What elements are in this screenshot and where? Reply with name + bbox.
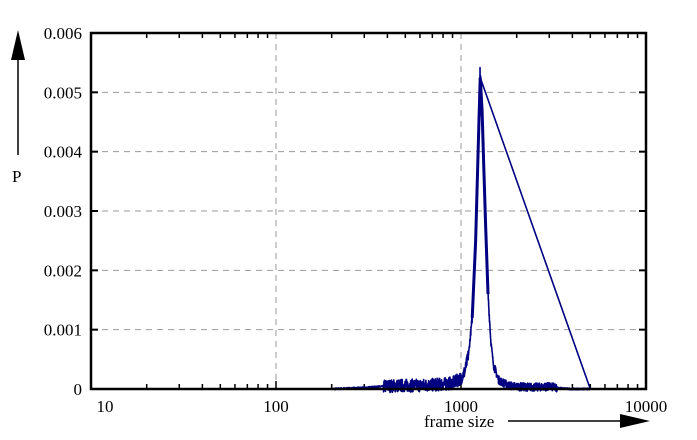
x-tick-labels: 10 100 1000 10000 [97,397,668,416]
plot-frame [89,31,648,391]
y-tick-label: 0.005 [44,83,82,102]
x-axis-arrow-icon [508,414,650,428]
y-tick-label: 0.003 [44,202,82,221]
x-tick-label: 1000 [444,397,478,416]
y-tick-label: 0.006 [44,24,82,43]
y-axis-arrow-icon [11,30,25,155]
x-axis-title: frame size [424,412,494,431]
peak-line [470,77,490,318]
data-line [330,66,592,394]
x-tick-label: 10 [97,397,114,416]
y-axis-title: P [12,167,21,186]
y-tick-labels: 0 0.001 0.002 0.003 0.004 0.005 0.006 [44,24,83,399]
y-tick-label: 0.001 [44,321,82,340]
data-series [330,66,592,394]
y-tick-label: 0 [74,380,83,399]
grid-lines [91,33,646,389]
y-tick-label: 0.002 [44,261,82,280]
y-tick-label: 0.004 [44,143,83,162]
x-tick-label: 100 [263,397,289,416]
x-tick-label: 10000 [625,397,668,416]
